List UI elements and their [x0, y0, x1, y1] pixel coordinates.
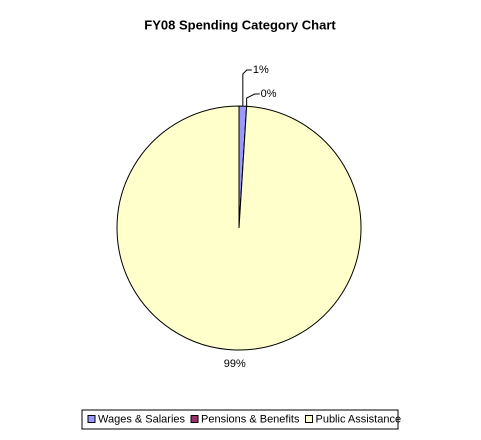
- data-label: 0%: [261, 88, 277, 100]
- leader-line: [246, 93, 260, 107]
- data-label: 1%: [253, 64, 269, 76]
- legend-swatch: [190, 415, 199, 423]
- leader-line: [242, 69, 252, 107]
- chart-title: FY08 Spending Category Chart: [144, 17, 336, 32]
- legend-swatch: [304, 415, 313, 423]
- data-label: 99%: [224, 358, 246, 370]
- legend-swatch: [87, 415, 96, 423]
- legend-label: Pensions & Benefits: [201, 413, 300, 425]
- pie-slice: [116, 105, 362, 351]
- legend-box: [81, 409, 399, 430]
- legend-label: Public Assistance: [315, 413, 401, 425]
- legend-label: Wages & Salaries: [98, 413, 186, 425]
